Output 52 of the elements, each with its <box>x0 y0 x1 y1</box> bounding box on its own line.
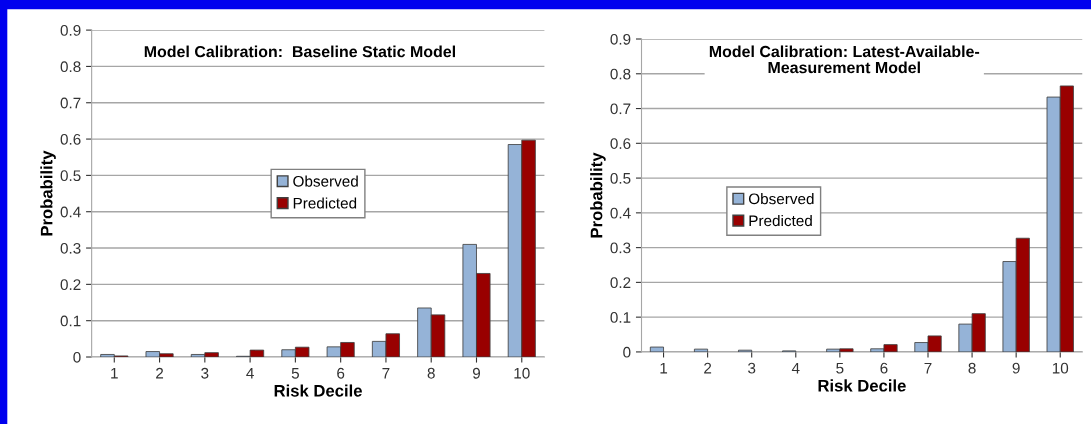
x-tick-label: 6 <box>880 362 888 374</box>
y-tick-label: 0.8 <box>60 61 81 73</box>
text: Model Calibration: Latest-Available- Measurement Model <box>709 45 980 74</box>
y-tick-label: 0.9 <box>60 24 81 36</box>
y-tick-label: 0.7 <box>60 97 81 109</box>
x-axis-title: Risk Decile <box>818 379 906 392</box>
x-tick-label: 5 <box>291 367 299 379</box>
y-tick-label: 0.3 <box>610 242 631 254</box>
text: Model Calibration: Baseline Static Model <box>144 45 455 58</box>
x-tick-label: 9 <box>1012 362 1020 374</box>
x-tick-label: 4 <box>246 367 254 379</box>
bar <box>649 346 664 352</box>
y-tick-label: 0.4 <box>60 206 81 218</box>
x-tick-label: 7 <box>382 367 390 379</box>
legend-label: Observed <box>293 175 358 187</box>
y-tick-label: 0.5 <box>610 172 631 184</box>
x-axis-title: Risk Decile <box>274 384 362 397</box>
legend-label: Predicted <box>749 214 812 227</box>
y-tick-label: 0.2 <box>60 279 81 291</box>
y-tick-label: 0.7 <box>610 103 631 115</box>
y-tick-label: 0 <box>623 346 631 358</box>
y-tick-label: 0.5 <box>60 170 81 182</box>
x-tick-label: 1 <box>660 362 668 374</box>
x-tick-label: 3 <box>748 362 756 374</box>
x-tick-label: 3 <box>201 367 209 379</box>
x-tick-label: 10 <box>1052 362 1069 374</box>
bar <box>693 348 709 352</box>
x-tick-label: 9 <box>472 367 481 379</box>
y-tick-label: 0.3 <box>60 242 81 254</box>
legend-label: Predicted <box>293 197 357 209</box>
x-tick-label: 4 <box>791 362 800 374</box>
x-tick-label: 8 <box>427 367 435 379</box>
x-tick-label: 10 <box>514 367 530 379</box>
x-tick-label: 2 <box>704 362 712 374</box>
x-tick-label: 8 <box>968 362 976 374</box>
y-axis-title: Probability <box>590 152 606 238</box>
y-tick-label: 0.4 <box>610 207 631 219</box>
y-tick-label: 0.9 <box>610 33 631 45</box>
y-tick-label: 0.1 <box>60 315 81 327</box>
y-tick-label: 0.6 <box>610 138 631 149</box>
y-axis-title: Probability <box>40 150 56 236</box>
x-tick-label: 5 <box>836 362 844 374</box>
x-tick-label: 7 <box>924 362 932 374</box>
x-tick-label: 1 <box>111 367 118 379</box>
x-tick-label: 6 <box>337 367 345 379</box>
y-tick-label: 0 <box>73 351 81 363</box>
y-tick-label: 0.2 <box>610 277 631 289</box>
y-tick-label: 0.6 <box>60 133 81 145</box>
y-tick-label: 0.8 <box>610 68 631 80</box>
y-tick-label: 0.1 <box>610 312 631 323</box>
legend-label: Observed <box>748 193 814 205</box>
x-tick-label: 2 <box>156 367 164 379</box>
